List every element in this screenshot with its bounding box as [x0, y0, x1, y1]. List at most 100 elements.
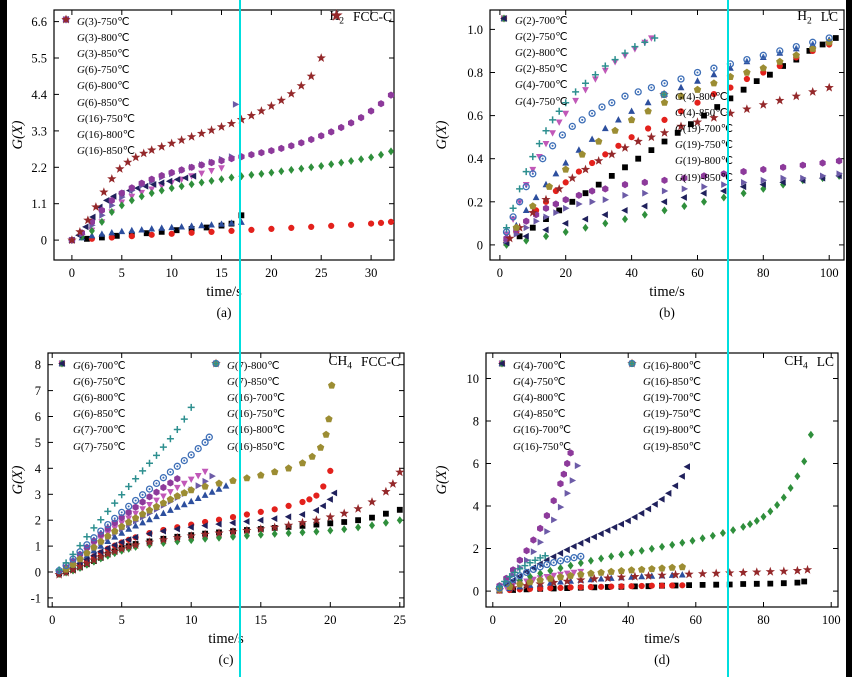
legend-entry: G(19)-800℃ [624, 359, 701, 438]
y-tick-label: 6 [35, 410, 41, 424]
legend-entry: G(7)-750℃ [54, 360, 125, 454]
legend-entry: G(6)-850℃ [54, 360, 125, 422]
legend-entry: G(2)-750℃ [496, 15, 567, 44]
legend-label: G(16)-800℃ [77, 128, 135, 141]
legend-label: G(4)-700℃ [513, 359, 566, 372]
legend-entry: G(16)-800℃ [58, 15, 135, 142]
legend-entry: G(4)-700℃ [496, 14, 568, 93]
star-icon [330, 9, 344, 21]
legend-entry: G(6)-750℃ [58, 16, 135, 78]
y-tick-label: 4 [473, 500, 480, 514]
y-tick-label: 6.6 [31, 15, 47, 29]
legend-label: G(6)-750℃ [77, 64, 130, 77]
panel-title: CH4 LC [784, 353, 834, 372]
series-G(19)-700℃ [494, 564, 813, 594]
x-tick-label: 15 [215, 266, 228, 280]
series-G(6)-800℃ [68, 147, 395, 245]
legend-entry: G(6)-850℃ [58, 16, 135, 110]
legend-label: G(16)-850℃ [227, 440, 285, 453]
legend-label: G(19)-700℃ [675, 122, 733, 135]
series-G(19)-800℃ [495, 552, 585, 592]
y-axis-label: G(X) [434, 465, 450, 494]
legend-label: G(16)-850℃ [643, 375, 701, 388]
y-tick-label: 0 [41, 234, 47, 248]
legend-label: G(4)-750℃ [513, 375, 566, 388]
legend-entry: G(19)-750℃ [656, 90, 733, 153]
x-tick-label: 25 [315, 266, 328, 280]
y-tick-label: 1.1 [31, 197, 47, 211]
legend-entry: G(16)-800℃ [208, 359, 285, 438]
y-axis-label: G(X) [10, 120, 26, 149]
series-dots-G(16)-800℃ [58, 436, 211, 572]
y-axis-label: G(X) [434, 120, 450, 149]
panel-title: CH4 FCC-C [328, 353, 400, 372]
panel-b: 0 20 40 60 80 100 0 0.2 0.4 0.6 0.8 1.0 time/s (b) G(X… [432, 0, 852, 338]
plot-frame [53, 9, 395, 261]
panel-a-chart: 0 5 10 15 20 25 30 0 1.1 2.2 3.3 4.4 5.5 6.6 time/s (a)… [10, 9, 395, 320]
legend-label: G(16)-800℃ [227, 424, 285, 437]
y-tick-label: 2.2 [31, 161, 47, 175]
gas-formula: CH4 [784, 353, 808, 372]
legend-label: G(2)-850℃ [515, 63, 568, 76]
legend-entry: G(4)-850℃ [494, 360, 571, 422]
cyan-vertical-line-right [727, 0, 729, 677]
legend-entry: G(19)-850℃ [656, 91, 733, 185]
y-tick-label: 8 [473, 415, 479, 429]
y-tick-label: 1.0 [467, 23, 483, 37]
legend-label: G(2)-800℃ [515, 46, 568, 59]
legend-entry: G(16)-750℃ [208, 359, 285, 422]
series-G(2)-700℃ [503, 35, 839, 246]
panel-d-chart: 0 20 40 60 80 100 0 2 4 6 8 10 time/s (d) G(X) [434, 352, 841, 667]
plot-frame [47, 352, 405, 608]
series-G(19)-850℃ [496, 552, 549, 591]
y-tick-label: 6 [473, 457, 479, 471]
legend-label: G(19)-850℃ [643, 440, 701, 453]
legend-entry: G(2)-850℃ [496, 15, 568, 77]
triangle-left-icon [500, 15, 507, 22]
series-G(3)-850℃ [68, 218, 245, 243]
legend-entry: G(19)-700℃ [656, 89, 733, 136]
cyan-vertical-line-left [239, 0, 241, 677]
x-tick-label: 80 [757, 613, 770, 627]
x-axis-label: time/s [644, 631, 680, 647]
triangle-left-icon [58, 360, 65, 367]
legend-label: G(16)-800℃ [643, 359, 701, 372]
gas-formula: H2 [797, 8, 812, 27]
plot-frame [485, 352, 839, 608]
plus-icon [660, 91, 668, 98]
gas-formula: CH4 [328, 353, 352, 372]
left-edge-bar [0, 0, 7, 677]
x-tick-label: 25 [394, 613, 407, 627]
series-G(7)-700℃ [56, 516, 403, 579]
legend-label: G(4)-850℃ [513, 408, 566, 421]
x-tick-label: 100 [820, 266, 839, 280]
x-tick-label: 0 [69, 266, 75, 280]
x-tick-label: 20 [324, 613, 337, 627]
x-axis-label: time/s [649, 284, 685, 300]
panel-c-chart: 0 5 10 15 20 25 -1 0 1 2 3 4 5 6 7 8 time/s (c) G(X) [10, 352, 407, 667]
legend-label: G(19)-800℃ [643, 424, 701, 437]
triangle-left-icon [498, 360, 505, 367]
x-axis-label: time/s [208, 631, 244, 647]
legend-label: G(3)-850℃ [77, 47, 130, 60]
legend-label: G(16)-750℃ [77, 112, 135, 125]
x-tick-label: 10 [165, 266, 178, 280]
panel-d: 0 20 40 60 80 100 0 2 4 6 8 10 time/s (d) G(X) G(4)-700… [432, 339, 852, 677]
y-axis-label: G(X) [10, 465, 26, 494]
y-tick-label: 3.3 [31, 124, 47, 138]
legend-label: G(4)-700℃ [515, 79, 568, 92]
y-tick-label: 8 [35, 358, 41, 372]
y-tick-label: 5.5 [31, 52, 47, 66]
sample-tag: FCC-C [360, 354, 400, 370]
sample-tag: LC [816, 354, 834, 370]
legend-label: G(7)-850℃ [227, 375, 280, 388]
legend-entry: G(19)-700℃ [624, 358, 701, 405]
x-tick-label: 10 [185, 613, 198, 627]
x-tick-label: 20 [554, 613, 567, 627]
panel-caption: (a) [217, 305, 232, 320]
plus-icon [628, 360, 636, 367]
panel-caption: (b) [659, 305, 675, 320]
y-tick-label: 0 [473, 585, 479, 599]
y-tick-label: 1 [35, 540, 41, 554]
legend-label: G(19)-750℃ [675, 139, 733, 152]
